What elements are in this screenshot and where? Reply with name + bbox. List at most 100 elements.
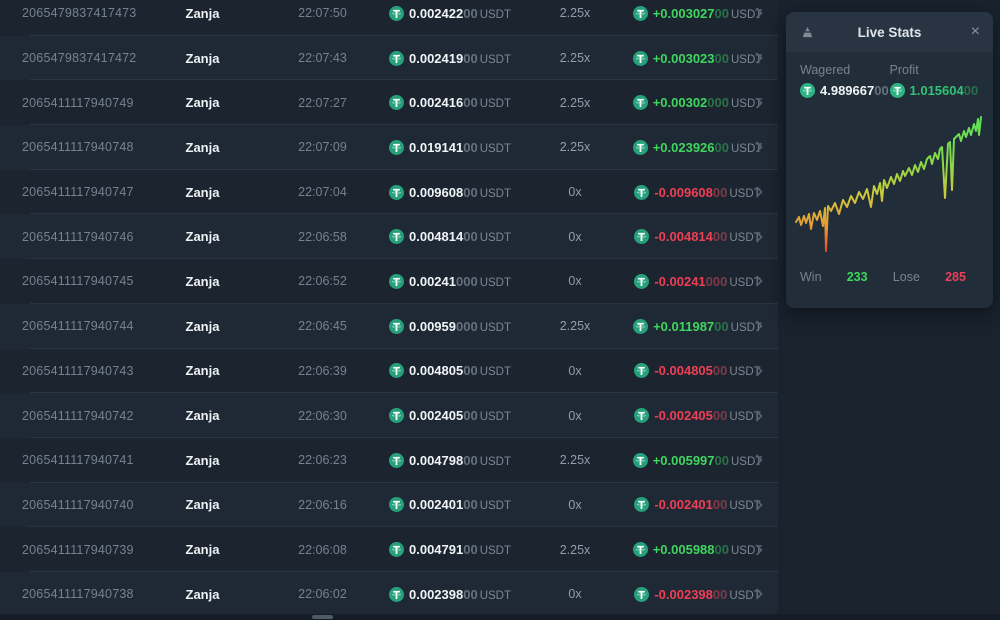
multiplier: 0x (568, 363, 582, 378)
bet-id: 2065411117940745 (22, 274, 134, 289)
live-stats-icon (802, 26, 813, 37)
game-name[interactable]: Zanja (185, 273, 220, 289)
chevron-right-icon[interactable] (755, 409, 763, 422)
scrollbar-thumb[interactable] (312, 615, 333, 619)
game-name[interactable]: Zanja (185, 586, 220, 602)
amount-value: 0.004814 (409, 229, 464, 245)
game-name[interactable]: Zanja (185, 5, 220, 21)
chevron-right-icon[interactable] (755, 320, 763, 332)
table-row[interactable]: 2065411117940743 Zanja 22:06:39 0.004805… (0, 348, 778, 394)
table-row[interactable]: 2065411117940746 Zanja 22:06:58 0.004814… (0, 214, 778, 260)
row-expand-chevron[interactable] (755, 97, 778, 109)
close-icon[interactable]: × (970, 23, 980, 40)
payout-value: -0.009608 (654, 184, 713, 200)
row-expand-chevron[interactable] (755, 7, 778, 19)
currency-label: USDT (479, 589, 512, 602)
row-expand-chevron[interactable] (755, 186, 778, 198)
chevron-right-icon[interactable] (755, 97, 763, 109)
bets-table: 2065479837417473 Zanja 22:07:50 0.002422… (0, 0, 778, 617)
table-row[interactable]: 2065411117940739 Zanja 22:06:08 0.004791… (0, 527, 778, 572)
table-row[interactable]: 2065411117940744 Zanja 22:06:45 0.009590… (0, 303, 778, 349)
game-name[interactable]: Zanja (185, 363, 220, 379)
chevron-right-icon[interactable] (755, 52, 763, 64)
row-expand-chevron[interactable] (755, 52, 778, 64)
table-row[interactable]: 2065411117940741 Zanja 22:06:23 0.004798… (0, 437, 778, 483)
chevron-right-icon[interactable] (755, 365, 763, 377)
game-name[interactable]: Zanja (185, 542, 220, 558)
horizontal-scrollbar[interactable] (0, 614, 1000, 620)
amount-value: 0.002416 (409, 95, 464, 111)
payout-value: -0.002401 (654, 497, 713, 513)
tether-icon (632, 542, 648, 558)
multiplier: 0x (568, 274, 582, 289)
live-stats-header[interactable]: Live Stats × (786, 12, 993, 52)
game-name[interactable]: Zanja (185, 497, 220, 513)
game-name[interactable]: Zanja (185, 229, 220, 245)
currency-label: USDT (479, 187, 512, 200)
multiplier: 0x (568, 587, 582, 602)
table-row[interactable]: 2065411117940738 Zanja 22:06:02 0.002398… (0, 571, 778, 617)
bet-id: 2065411117940740 (22, 497, 134, 512)
currency-label: USDT (731, 53, 763, 66)
game-name[interactable]: Zanja (185, 184, 220, 200)
game-name[interactable]: Zanja (185, 318, 220, 334)
table-row[interactable]: 2065411117940747 Zanja 22:07:04 0.009608… (0, 169, 778, 215)
payout-trailing-zeros: 00 (712, 229, 728, 245)
table-row[interactable]: 2065411117940745 Zanja 22:06:52 0.002410… (0, 259, 778, 304)
table-row[interactable]: 2065411117940740 Zanja 22:06:16 0.002401… (0, 482, 778, 528)
chevron-right-icon[interactable] (755, 231, 763, 243)
payout-value: -0.002405 (654, 408, 713, 424)
row-expand-chevron[interactable] (755, 409, 778, 422)
game-name[interactable]: Zanja (185, 50, 220, 66)
currency-label: USDT (731, 8, 763, 21)
chevron-right-icon[interactable] (755, 275, 763, 288)
chevron-right-icon[interactable] (755, 186, 763, 198)
currency-label: USDT (731, 98, 763, 111)
chevron-right-icon[interactable] (755, 454, 763, 466)
bet-payout: -0.00481400 USDT (634, 229, 761, 245)
currency-label: USDT (479, 232, 512, 245)
chevron-right-icon[interactable] (755, 544, 763, 556)
amount-trailing-zeros: 00 (463, 95, 478, 111)
win-count: 233 (846, 270, 868, 284)
tether-icon (634, 229, 650, 245)
row-expand-chevron[interactable] (755, 454, 778, 466)
bet-payout: +0.00598800 USDT (632, 542, 762, 558)
row-expand-chevron[interactable] (755, 588, 778, 600)
chevron-right-icon[interactable] (755, 499, 763, 511)
tether-icon (634, 497, 650, 513)
row-expand-chevron[interactable] (755, 365, 778, 377)
table-row[interactable]: 2065479837417473 Zanja 22:07:50 0.002422… (0, 0, 778, 36)
chevron-right-icon[interactable] (755, 141, 763, 153)
game-name[interactable]: Zanja (185, 95, 220, 111)
table-row[interactable]: 2065411117940749 Zanja 22:07:27 0.002416… (0, 80, 778, 126)
row-expand-chevron[interactable] (755, 499, 778, 511)
bet-amount: 0.00240100 USDT (389, 497, 511, 513)
payout-value: +0.003023 (652, 50, 715, 66)
game-name[interactable]: Zanja (185, 408, 220, 424)
payout-trailing-zeros: 00 (714, 318, 729, 334)
bet-time: 22:07:09 (298, 140, 347, 155)
bet-payout: +0.00302000 USDT (632, 95, 762, 111)
table-row[interactable]: 2065479837417472 Zanja 22:07:43 0.002419… (0, 35, 778, 81)
payout-value: +0.003027 (652, 5, 715, 21)
row-expand-chevron[interactable] (755, 141, 778, 153)
payout-trailing-zeros: 00 (714, 452, 729, 468)
payout-value: -0.00241 (654, 273, 706, 289)
chevron-right-icon[interactable] (755, 588, 763, 600)
game-name[interactable]: Zanja (185, 139, 220, 155)
row-expand-chevron[interactable] (755, 275, 778, 288)
bet-payout: -0.00240500 USDT (634, 408, 761, 424)
chevron-right-icon[interactable] (755, 7, 763, 19)
bet-time: 22:06:52 (298, 274, 347, 289)
tether-icon (389, 452, 404, 468)
table-row[interactable]: 2065411117940742 Zanja 22:06:30 0.002405… (0, 393, 778, 438)
row-expand-chevron[interactable] (755, 231, 778, 243)
currency-label: USDT (731, 455, 763, 468)
row-expand-chevron[interactable] (755, 320, 778, 332)
currency-label: USDT (729, 187, 761, 200)
tether-icon (389, 50, 404, 66)
row-expand-chevron[interactable] (755, 544, 778, 556)
game-name[interactable]: Zanja (185, 452, 220, 468)
table-row[interactable]: 2065411117940748 Zanja 22:07:09 0.019141… (0, 125, 778, 170)
